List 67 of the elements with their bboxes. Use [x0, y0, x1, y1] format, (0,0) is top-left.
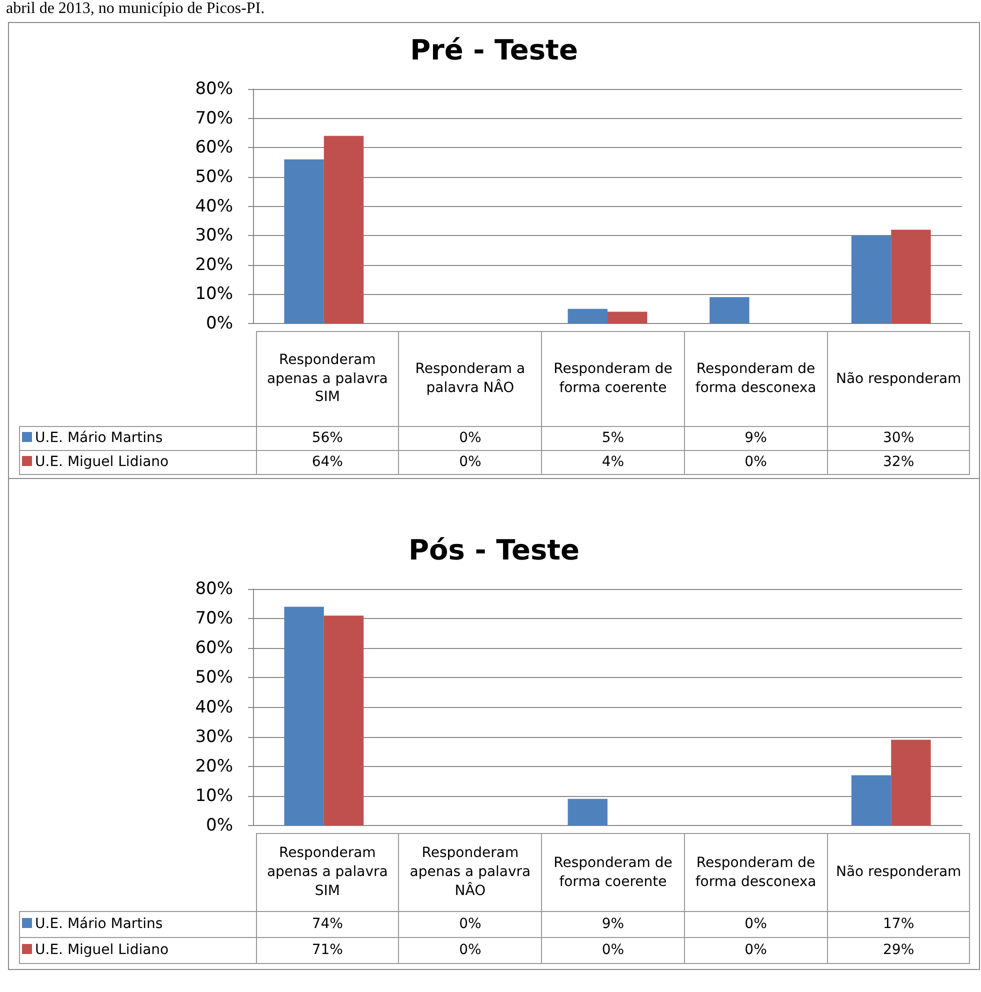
data-label: 32%	[827, 450, 970, 474]
data-label: 9%	[684, 426, 828, 450]
legend-label: U.E. Miguel Lidiano	[20, 450, 256, 474]
x-tick-label: Não responderam	[827, 332, 970, 426]
bar	[324, 616, 364, 826]
bar	[568, 798, 608, 826]
data-label: 0%	[684, 450, 828, 474]
x-tick-label: Responderam a palavra NÂO	[398, 332, 542, 426]
data-label: 0%	[398, 912, 542, 938]
legend-label: U.E. Miguel Lidiano	[20, 938, 256, 964]
data-label: 0%	[398, 938, 542, 964]
x-tick-label: Responderam de forma coerente	[542, 834, 684, 912]
data-label: 17%	[827, 912, 970, 938]
data-label: 5%	[542, 426, 684, 450]
bar	[608, 312, 648, 324]
bar	[710, 297, 750, 324]
x-tick-label: Responderam apenas a palavra SIM	[256, 834, 399, 912]
data-label: 0%	[542, 938, 684, 964]
y-tick-label: 40%	[195, 196, 233, 216]
x-tick-label: Responderam de forma coerente	[542, 332, 684, 426]
y-tick-label: 30%	[195, 726, 233, 747]
data-label: 0%	[684, 938, 828, 964]
data-label: 64%	[256, 450, 399, 474]
x-tick-label: Responderam de forma desconexa	[684, 332, 828, 426]
bar	[851, 236, 892, 324]
bar	[891, 740, 931, 826]
x-tick-label: Responderam apenas a palavra NÂO	[398, 834, 542, 912]
data-label: 30%	[827, 426, 970, 450]
y-tick-label: 40%	[195, 697, 233, 718]
data-label: 29%	[827, 938, 970, 964]
legend-label: U.E. Mário Martins	[20, 912, 256, 938]
y-tick-label: 30%	[195, 226, 233, 246]
data-label: 9%	[542, 912, 684, 938]
bar	[324, 136, 364, 324]
y-tick-label: 20%	[195, 254, 233, 275]
y-tick-label: 60%	[195, 638, 233, 658]
x-tick-label: Responderam de forma desconexa	[684, 834, 828, 912]
y-tick-label: 0%	[206, 314, 233, 334]
data-label: 71%	[256, 938, 399, 964]
data-label: 0%	[398, 426, 542, 450]
data-label: 0%	[684, 912, 828, 938]
y-tick-label: 10%	[195, 284, 233, 304]
y-tick-label: 50%	[195, 166, 233, 187]
bar	[568, 308, 608, 324]
data-label: 4%	[542, 450, 684, 474]
text: abril de 2013, no município de Picos-PI.	[6, 0, 265, 18]
bar	[284, 159, 324, 324]
y-tick-label: 50%	[195, 668, 233, 688]
bar	[851, 775, 892, 826]
y-tick-label: 80%	[195, 579, 233, 599]
x-tick-label: Responderam apenas a palavra SIM	[256, 332, 399, 426]
legend-label: U.E. Mário Martins	[20, 426, 256, 450]
y-tick-label: 20%	[195, 756, 233, 776]
y-tick-label: 80%	[195, 79, 233, 99]
bar	[284, 606, 324, 826]
data-label: 56%	[256, 426, 399, 450]
data-label: 74%	[256, 912, 399, 938]
chart-title: Pós - Teste	[408, 534, 580, 566]
y-tick-label: 70%	[195, 108, 233, 128]
data-label: 0%	[398, 450, 542, 474]
y-tick-label: 10%	[195, 786, 233, 806]
bar	[891, 230, 931, 324]
y-tick-label: 60%	[195, 138, 233, 158]
y-tick-label: 0%	[206, 816, 233, 836]
chart-title: Pré - Teste	[410, 34, 578, 66]
y-tick-label: 70%	[195, 608, 233, 629]
x-tick-label: Não responderam	[827, 834, 970, 912]
